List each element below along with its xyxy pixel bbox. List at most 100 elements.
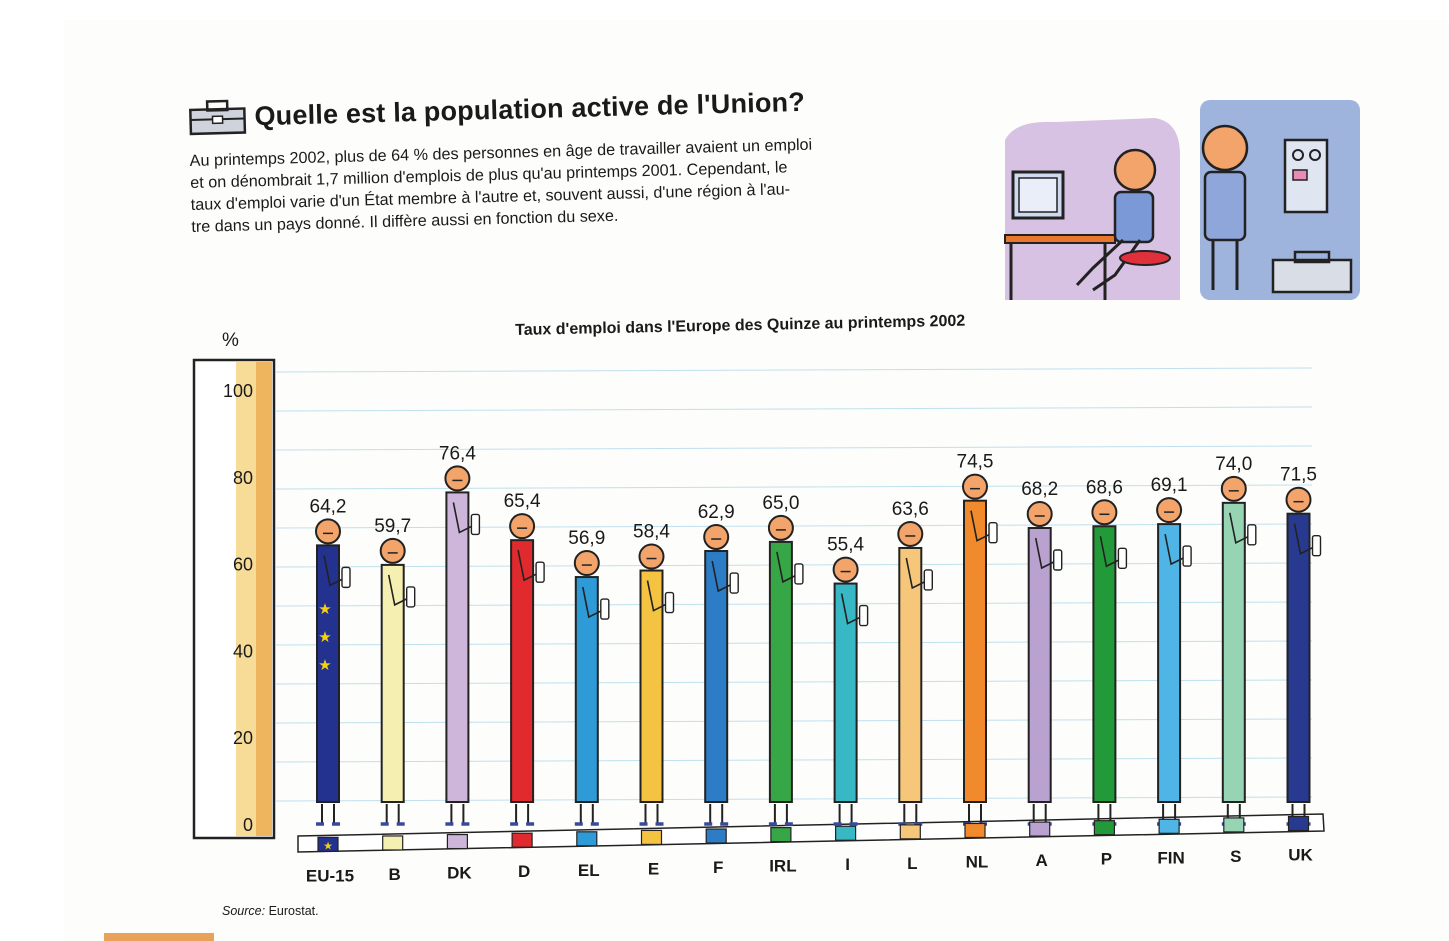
bar-head [703,524,730,551]
bar-figure: 74,0 S [1215,454,1257,866]
legend-swatch [770,827,792,843]
data-label: 65,0 [762,493,799,514]
bar-arm [840,593,860,625]
bar-figure: 68,2 A [1021,479,1063,870]
gridline [275,757,1313,763]
bar-head [962,473,988,500]
eu-star-icon: ★ [318,657,331,674]
bar [1027,527,1052,804]
bar-head [767,514,794,541]
legend-swatch [964,822,986,839]
y-tick-label: 60 [233,555,253,575]
bar-figure: 65,4 D [504,491,545,881]
y-tick-label: 0 [243,815,253,835]
wrench-icon [1182,545,1192,567]
data-label: 64,2 [310,496,347,517]
legend-swatch [834,825,857,841]
wrench-icon [988,521,998,544]
category-label: L [907,854,917,873]
wrench-icon [858,604,869,627]
category-label: NL [966,852,989,871]
bar-arm [452,502,472,534]
office-illustration [1004,100,1360,300]
gridline [275,523,1313,529]
bar-head [1220,475,1247,502]
bar [445,491,470,803]
data-label: 55,4 [827,535,864,556]
gridline [275,601,1313,607]
legend-swatch [1158,818,1180,834]
bar [898,546,923,804]
bar [510,539,535,803]
gridline [275,445,1313,451]
bar-arm [387,574,408,607]
bar-head [315,518,341,545]
legend-swatch [899,824,921,840]
wrench-icon [600,598,610,620]
source-label: Source: [222,904,266,918]
data-label: 65,4 [504,491,541,512]
wrench-icon [535,561,545,583]
gridline [275,796,1313,802]
eu-star-icon: ★ [323,840,333,852]
page-number-tab [104,933,214,941]
data-label: 58,4 [633,522,670,543]
toolbox-icon [189,99,247,136]
data-label: 68,6 [1086,477,1123,498]
category-label: P [1101,850,1112,869]
gridline [275,367,1313,373]
data-label: 74,0 [1215,454,1252,475]
page-header: Quelle est la population active de l'Uni… [188,79,912,278]
wrench-icon [1247,524,1257,546]
wrench-icon [794,563,804,585]
category-label: S [1230,847,1241,866]
bar-arm [1293,523,1313,555]
data-label: 68,2 [1021,479,1058,500]
data-label: 63,6 [892,499,929,520]
bar-head [1026,501,1053,528]
bar-figure: 55,4 I [827,535,869,874]
eu-star-icon: ★ [318,601,331,618]
wrench-icon [923,569,933,591]
bar-arm [1229,512,1249,545]
bar-figure: 58,4 E [633,522,675,878]
data-label: 59,7 [374,516,411,537]
gridline [275,406,1313,412]
wrench-icon [406,586,416,608]
bar-head [897,520,924,547]
data-label: 62,9 [698,502,735,523]
bar-figure: 71,5 UK [1280,465,1322,865]
wrench-icon [341,566,351,589]
category-label: IRL [769,857,796,876]
category-label: UK [1288,846,1313,865]
wrench-icon [1052,549,1063,571]
legend-swatch [446,833,468,850]
bar-head [573,550,600,577]
bar-figure: 63,6 L [892,499,933,873]
data-label: 56,9 [568,528,605,549]
category-label: DK [447,864,472,883]
bar-figure: ★ ★ ★ 64,2 ★ EU-15 [306,496,354,885]
category-label: FIN [1157,848,1184,867]
category-label: I [845,855,850,874]
bar [768,540,793,804]
y-tick-label: 100 [223,381,253,401]
y-tick-label: 80 [233,468,253,488]
bar [833,582,858,804]
legend-swatch [1093,820,1116,836]
bar [316,544,340,803]
bar [380,563,405,803]
bar-figure: 62,9 F [698,502,739,877]
legend-swatch [382,835,404,851]
bar-head [1091,499,1118,526]
wrench-icon [1117,547,1128,569]
bar [963,499,987,803]
bar-arm [582,586,602,619]
category-label: F [713,858,723,877]
wrench-icon [470,513,481,536]
bar-head [832,556,859,583]
bar-arm [646,580,666,612]
bar-arm [1099,536,1119,568]
gridline [275,484,1313,490]
